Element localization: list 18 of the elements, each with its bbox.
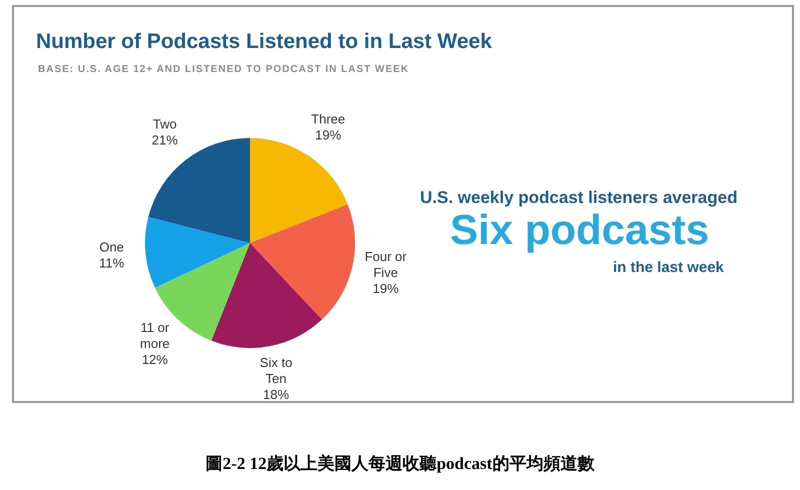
- text: Six podcasts: [450, 206, 710, 254]
- slice-label: Two: [152, 116, 177, 132]
- slice-label: One: [99, 240, 124, 255]
- chart-title: Number of Podcasts Listened to in Last Week: [36, 30, 492, 54]
- data-label: 18%: [263, 387, 290, 402]
- text: U.S. weekly podcast listeners averaged: [420, 188, 738, 208]
- slice-label: Three: [311, 112, 346, 127]
- data-label: 11%: [99, 256, 125, 271]
- data-label: 21%: [152, 132, 178, 148]
- slice-label: Four or Five: [364, 248, 408, 280]
- data-label: 19%: [372, 280, 400, 296]
- data-label: 12%: [142, 352, 168, 367]
- chart-subtitle: BASE: U.S. AGE 12+ AND LISTENED TO PODCAST IN LAST WEEK: [38, 64, 410, 75]
- caption: 圖2-2 12歲以上美國人每週收聽podcast的平均頻道數: [204, 453, 596, 475]
- slice-label: Six to Ten: [260, 355, 292, 386]
- data-label: 19%: [315, 128, 342, 143]
- slice-label: 11 or more: [140, 320, 170, 351]
- text: in the last week: [613, 259, 724, 276]
